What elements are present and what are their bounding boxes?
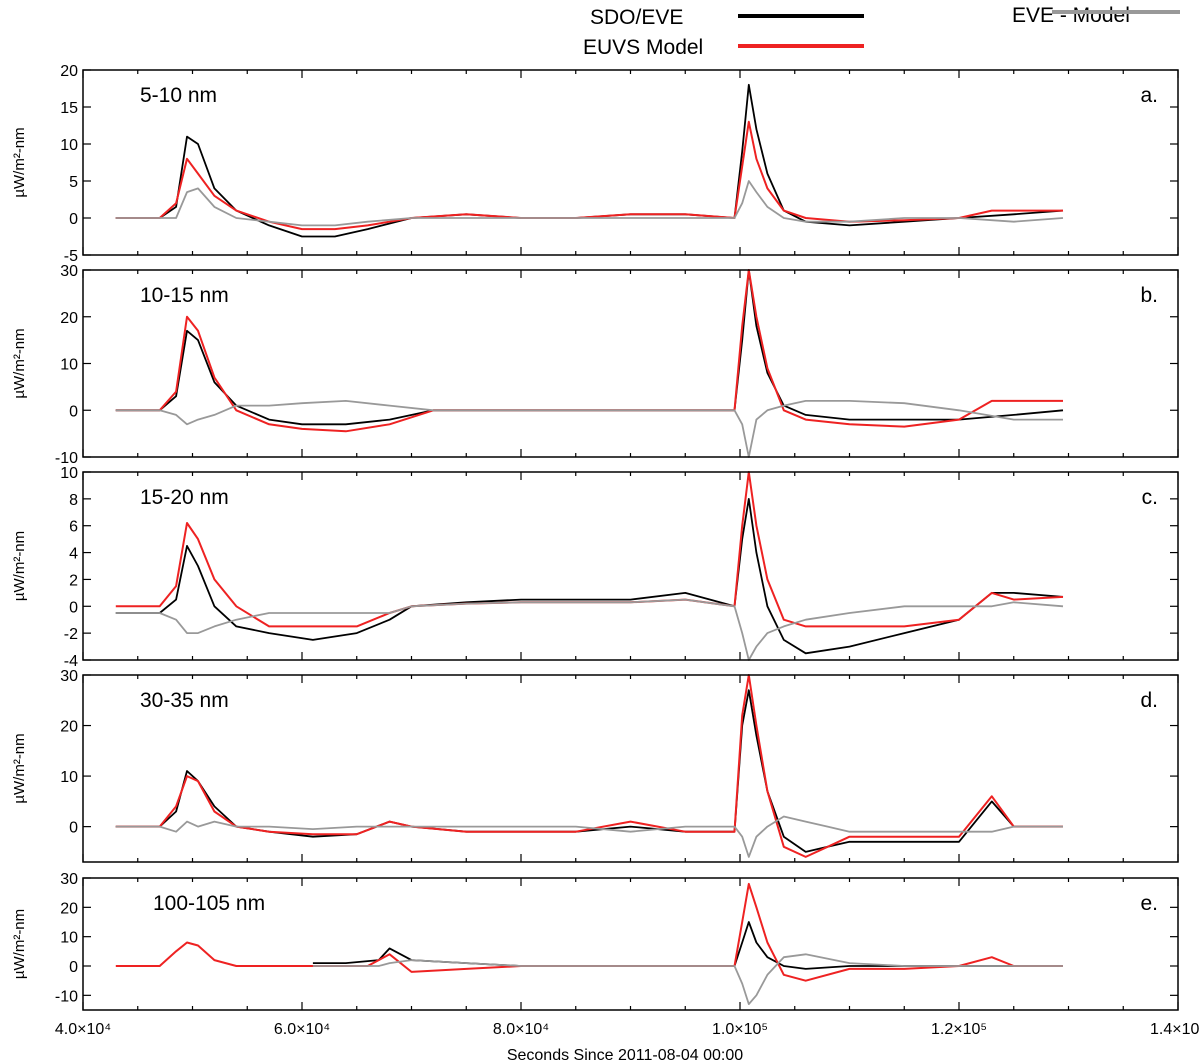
y-tick-label: 30 — [60, 263, 78, 280]
x-tick-label: 4.0×10⁴ — [55, 1021, 111, 1038]
y-tick-label: 20 — [60, 310, 78, 327]
y-axis-label: µW/m²-nm — [11, 127, 28, 197]
y-tick-label: 0 — [69, 403, 78, 420]
y-tick-label: 0 — [69, 820, 78, 837]
panel-title: 15-20 nm — [140, 486, 229, 509]
y-tick-label: -10 — [55, 450, 78, 467]
y-tick-label: 4 — [69, 546, 78, 563]
y-tick-label: 0 — [69, 211, 78, 228]
x-tick-label: 1.4×10⁵ — [1150, 1021, 1200, 1038]
panel-letter: e. — [1140, 892, 1158, 915]
y-tick-label: -4 — [64, 653, 78, 670]
y-tick-label: 20 — [60, 63, 78, 80]
y-tick-label: 5 — [69, 174, 78, 191]
series-diff-line — [115, 180, 1064, 227]
panel-frame — [82, 269, 1179, 458]
series-diff-line — [115, 815, 1063, 858]
legend-label-eve: SDO/EVE — [590, 6, 683, 29]
legend-label-diff: EVE - Model — [1012, 4, 1130, 27]
y-tick-label: 20 — [60, 900, 78, 917]
series-model-line — [115, 269, 1063, 433]
y-tick-label: 20 — [60, 719, 78, 736]
series-diff-line — [312, 953, 1063, 1005]
panel-3: -4 -2 0 2 4 6 8 10 µW/m²-nm 15-20 nm c. — [11, 465, 1179, 670]
panel-1: -5 0 5 10 15 20 µW/m²-nm 5-10 nm a. — [11, 63, 1179, 265]
panel-letter: c. — [1142, 486, 1158, 509]
y-axis-label: µW/m²-nm — [11, 733, 28, 803]
legend-label-model: EUVS Model — [583, 36, 703, 59]
panel-title: 30-35 nm — [140, 689, 229, 712]
y-tick-label: 10 — [60, 930, 78, 947]
y-tick-label: 10 — [60, 465, 78, 482]
x-axis: 4.0×10⁴ 6.0×10⁴ 8.0×10⁴ 1.0×10⁵ 1.2×10⁵ 1.4×1… — [55, 1021, 1200, 1038]
panel-letter: a. — [1140, 84, 1158, 107]
panel-frame — [82, 471, 1179, 661]
series-diff-line — [115, 399, 1063, 458]
legend: SDO/EVE EUVS Model EVE - Model — [583, 4, 1180, 59]
y-tick-label: 8 — [69, 492, 78, 509]
y-tick-label: 30 — [60, 668, 78, 685]
y-tick-label: 0 — [69, 599, 78, 616]
series-eve-line — [115, 83, 1064, 238]
x-tick-label: 8.0×10⁴ — [493, 1021, 549, 1038]
y-tick-label: -5 — [64, 248, 78, 265]
y-tick-label: 30 — [60, 871, 78, 888]
panel-5: -10 0 10 20 30 µW/m²-nm 100-105 nm e. — [11, 871, 1179, 1011]
y-axis-label: µW/m²-nm — [11, 909, 28, 979]
y-tick-label: 10 — [60, 137, 78, 154]
series-diff-line — [115, 598, 1064, 661]
x-axis-label: Seconds Since 2011-08-04 00:00 — [507, 1047, 743, 1064]
y-tick-label: 2 — [69, 572, 78, 589]
x-tick-label: 1.2×10⁵ — [931, 1021, 987, 1038]
series-model-line — [115, 120, 1063, 231]
series-model-line — [115, 471, 1064, 628]
y-axis-label: µW/m²-nm — [11, 328, 28, 398]
series-eve-line — [115, 497, 1064, 655]
y-tick-label: 10 — [60, 357, 78, 374]
y-tick-label: 6 — [69, 519, 78, 536]
panel-frame — [82, 69, 1179, 256]
panel-title: 10-15 nm — [140, 284, 229, 307]
panel-4: 0 10 20 30 µW/m²-nm 30-35 nm d. — [11, 668, 1179, 863]
y-tick-label: 15 — [60, 100, 78, 117]
panel-letter: d. — [1140, 689, 1158, 712]
y-tick-label: 0 — [69, 959, 78, 976]
panel-frame — [82, 674, 1179, 863]
y-tick-label: 10 — [60, 769, 78, 786]
panel-title: 5-10 nm — [140, 84, 217, 107]
y-tick-label: -10 — [55, 988, 78, 1005]
panel-title: 100-105 nm — [153, 892, 265, 915]
x-tick-label: 1.0×10⁵ — [712, 1021, 768, 1038]
y-axis-label: µW/m²-nm — [11, 531, 28, 601]
series-eve-line — [115, 269, 1064, 426]
panel-2: -10 0 10 20 30 µW/m²-nm 10-15 nm b. — [11, 263, 1179, 467]
series-model-line — [115, 674, 1063, 858]
panel-letter: b. — [1140, 284, 1158, 307]
series-eve-line — [115, 689, 1063, 853]
series-eve-line — [312, 921, 1063, 970]
y-tick-label: -2 — [64, 626, 78, 643]
x-tick-label: 6.0×10⁴ — [274, 1021, 330, 1038]
